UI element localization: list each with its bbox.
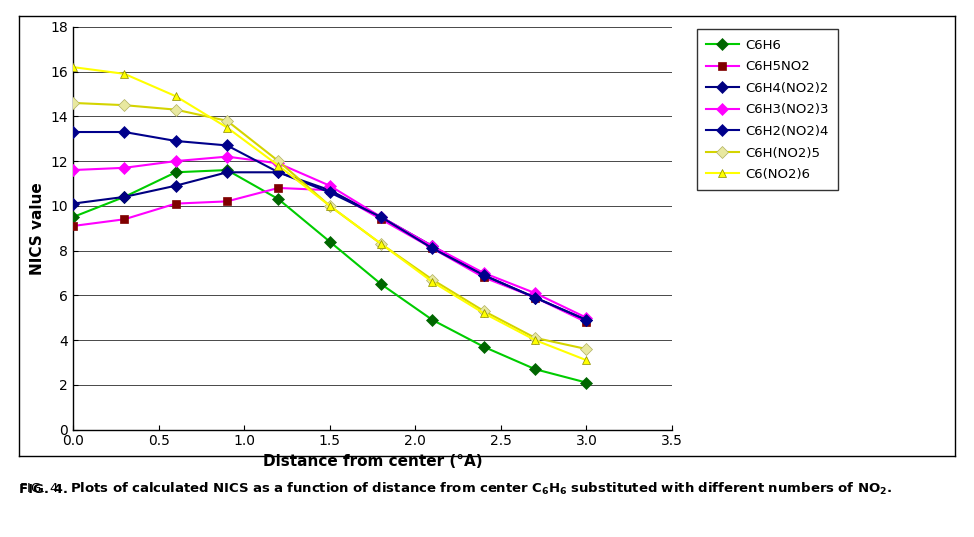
C6H3(NO2)3 — [529, 290, 541, 296]
C6H3(NO2)3 — [67, 167, 79, 173]
C6H6 — [427, 317, 438, 323]
C6(NO2)6 — [67, 64, 79, 70]
C6(NO2)6 — [427, 279, 438, 285]
C6H5NO2 — [119, 216, 131, 222]
Line: C6H(NO2)5: C6H(NO2)5 — [69, 99, 590, 353]
Legend: C6H6, C6H5NO2, C6H4(NO2)2, C6H3(NO2)3, C6H2(NO2)4, C6H(NO2)5, C6(NO2)6: C6H6, C6H5NO2, C6H4(NO2)2, C6H3(NO2)3, C… — [696, 30, 839, 190]
C6H2(NO2)4 — [119, 129, 131, 135]
C6(NO2)6 — [273, 162, 284, 169]
C6H4(NO2)2 — [273, 169, 284, 176]
Text: FIG. 4.  $\mathbf{Plots\ of\ calculated\ NICS\ as\ a\ function\ of\ distance\ fr: FIG. 4. $\mathbf{Plots\ of\ calculated\ … — [19, 481, 892, 497]
C6H2(NO2)4 — [529, 294, 541, 301]
C6H6 — [119, 194, 131, 200]
C6H6 — [581, 379, 592, 386]
Text: FIG. 4.: FIG. 4. — [19, 483, 78, 496]
C6H(NO2)5 — [478, 308, 490, 314]
C6H4(NO2)2 — [581, 317, 592, 323]
C6H2(NO2)4 — [221, 142, 233, 149]
C6H2(NO2)4 — [324, 189, 336, 195]
C6H5NO2 — [581, 319, 592, 325]
C6H5NO2 — [529, 294, 541, 301]
C6H3(NO2)3 — [324, 183, 336, 189]
C6H6 — [273, 196, 284, 202]
C6H5NO2 — [67, 223, 79, 229]
C6H5NO2 — [478, 274, 490, 281]
C6H6 — [67, 214, 79, 220]
C6H(NO2)5 — [375, 241, 387, 247]
C6H5NO2 — [427, 245, 438, 251]
C6H5NO2 — [169, 200, 181, 207]
C6H5NO2 — [273, 185, 284, 191]
C6(NO2)6 — [221, 125, 233, 131]
X-axis label: Distance from center (°A): Distance from center (°A) — [263, 454, 482, 469]
C6H5NO2 — [375, 216, 387, 222]
C6H(NO2)5 — [324, 202, 336, 209]
C6H4(NO2)2 — [169, 183, 181, 189]
C6H4(NO2)2 — [478, 272, 490, 278]
C6H4(NO2)2 — [67, 200, 79, 207]
C6(NO2)6 — [529, 337, 541, 343]
Line: C6H2(NO2)4: C6H2(NO2)4 — [69, 128, 590, 324]
C6H(NO2)5 — [119, 102, 131, 108]
C6H(NO2)5 — [221, 118, 233, 124]
C6H3(NO2)3 — [273, 160, 284, 166]
C6H2(NO2)4 — [478, 272, 490, 278]
C6H6 — [169, 169, 181, 176]
C6H5NO2 — [221, 198, 233, 205]
C6H3(NO2)3 — [221, 154, 233, 160]
C6H3(NO2)3 — [581, 315, 592, 321]
C6H(NO2)5 — [427, 277, 438, 283]
C6H4(NO2)2 — [221, 169, 233, 176]
C6H(NO2)5 — [581, 346, 592, 352]
C6H3(NO2)3 — [119, 164, 131, 171]
C6H4(NO2)2 — [119, 194, 131, 200]
Line: C6(NO2)6: C6(NO2)6 — [69, 63, 590, 365]
C6H6 — [478, 344, 490, 350]
C6(NO2)6 — [119, 70, 131, 77]
Line: C6H3(NO2)3: C6H3(NO2)3 — [69, 153, 590, 322]
C6H4(NO2)2 — [427, 243, 438, 249]
C6H3(NO2)3 — [478, 270, 490, 276]
C6H6 — [324, 238, 336, 245]
C6H3(NO2)3 — [169, 158, 181, 164]
C6(NO2)6 — [478, 310, 490, 316]
C6H(NO2)5 — [273, 158, 284, 164]
C6H6 — [375, 281, 387, 287]
C6H2(NO2)4 — [427, 245, 438, 251]
C6H3(NO2)3 — [427, 243, 438, 249]
Line: C6H5NO2: C6H5NO2 — [69, 184, 590, 326]
Line: C6H4(NO2)2: C6H4(NO2)2 — [69, 168, 590, 324]
C6(NO2)6 — [169, 93, 181, 99]
C6H2(NO2)4 — [375, 214, 387, 220]
Line: C6H6: C6H6 — [69, 166, 590, 387]
C6H2(NO2)4 — [273, 169, 284, 176]
C6H(NO2)5 — [169, 106, 181, 113]
C6H4(NO2)2 — [375, 214, 387, 220]
Y-axis label: NICS value: NICS value — [30, 182, 45, 274]
C6H2(NO2)4 — [581, 317, 592, 323]
C6(NO2)6 — [581, 357, 592, 364]
C6H5NO2 — [324, 187, 336, 193]
C6H6 — [221, 167, 233, 173]
C6(NO2)6 — [375, 241, 387, 247]
C6(NO2)6 — [324, 202, 336, 209]
C6H(NO2)5 — [67, 100, 79, 106]
C6H3(NO2)3 — [375, 214, 387, 220]
C6H4(NO2)2 — [529, 294, 541, 301]
C6H(NO2)5 — [529, 335, 541, 341]
C6H2(NO2)4 — [169, 137, 181, 144]
C6H6 — [529, 366, 541, 373]
C6H2(NO2)4 — [67, 129, 79, 135]
C6H4(NO2)2 — [324, 187, 336, 193]
